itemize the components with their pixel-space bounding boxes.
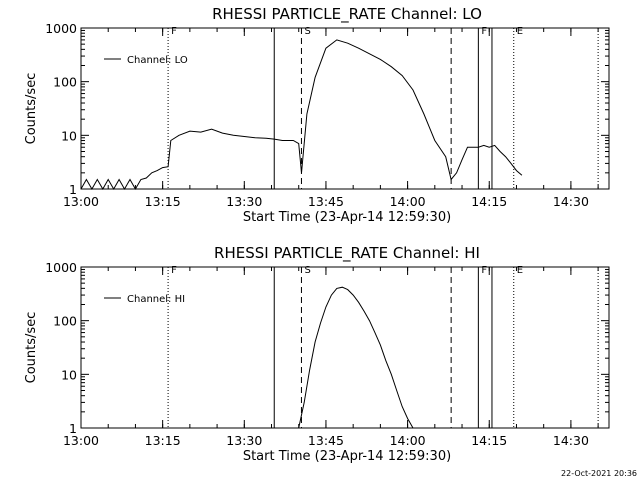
x-tick-label-hi: 13:30 (226, 433, 262, 448)
plot-frame-hi (80, 266, 610, 429)
y-tick-label-lo: 1 (69, 182, 77, 197)
x-tick-label-lo: 13:30 (226, 194, 262, 209)
legend-label-lo: Channel: LO (127, 55, 188, 66)
x-axis-label-lo: Start Time (23-Apr-14 12:59:30) (243, 210, 451, 225)
flag-label-lo: F (481, 26, 487, 37)
flag-label-lo: F (171, 26, 177, 37)
x-tick-label-hi: 14:15 (471, 433, 507, 448)
series-line-lo (80, 39, 523, 191)
x-axis-label-hi: Start Time (23-Apr-14 12:59:30) (243, 449, 451, 464)
series-line-hi (298, 286, 414, 429)
y-tick-label-lo: 1000 (45, 21, 77, 36)
flag-label-lo: S (304, 26, 310, 37)
flag-label-hi: F (171, 265, 177, 276)
panel-lo: RHESSI PARTICLE_RATE Channel: LO 13:00 13… (24, 5, 610, 225)
y-axis-label-lo: Counts/sec (24, 73, 39, 145)
x-tick-label-hi: 13:15 (145, 433, 181, 448)
plot-frame-lo (80, 27, 610, 190)
y-tick-label-hi: 1 (69, 421, 77, 436)
y-tick-label-hi: 1000 (45, 260, 77, 275)
y-tick-label-hi: 100 (53, 314, 77, 329)
y-tick-label-lo: 10 (61, 128, 77, 143)
flag-label-hi: E (517, 265, 523, 276)
x-tick-label-lo: 14:30 (553, 194, 589, 209)
x-tick-label-hi: 14:30 (553, 433, 589, 448)
chart-title-hi: RHESSI PARTICLE_RATE Channel: HI (214, 244, 480, 263)
x-tick-label-hi: 14:00 (390, 433, 426, 448)
chart-title-lo: RHESSI PARTICLE_RATE Channel: LO (212, 5, 482, 24)
y-axis-label-hi: Counts/sec (24, 312, 39, 384)
x-tick-label-lo: 14:00 (390, 194, 426, 209)
panel-hi: RHESSI PARTICLE_RATE Channel: HI 13:00 13… (24, 244, 610, 464)
y-tick-label-lo: 100 (53, 75, 77, 90)
x-tick-label-lo: 14:15 (471, 194, 507, 209)
flag-label-hi: F (481, 265, 487, 276)
generation-timestamp: 22-Oct-2021 20:36 (561, 469, 637, 478)
flag-label-hi: S (304, 265, 310, 276)
flag-label-lo: E (517, 26, 523, 37)
x-tick-label-lo: 13:00 (63, 194, 99, 209)
y-tick-label-hi: 10 (61, 367, 77, 382)
x-tick-label-hi: 13:45 (308, 433, 344, 448)
x-tick-label-hi: 13:00 (63, 433, 99, 448)
legend-label-hi: Channel: HI (127, 294, 185, 305)
x-tick-label-lo: 13:45 (308, 194, 344, 209)
x-tick-label-lo: 13:15 (145, 194, 181, 209)
